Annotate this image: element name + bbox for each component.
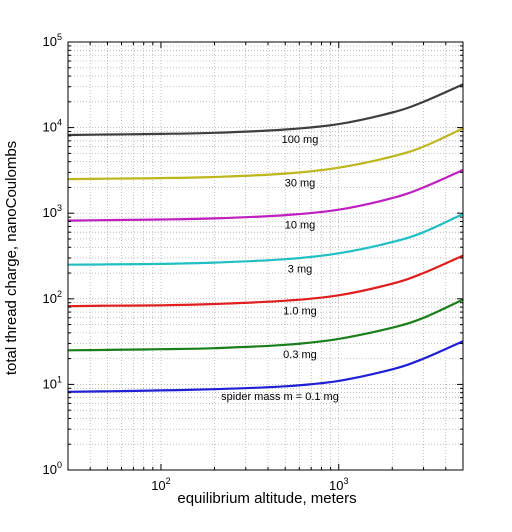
y-tick-label: 100 — [43, 460, 62, 477]
plot-area-frame — [67, 41, 464, 471]
series-label: 3 mg — [288, 263, 312, 275]
series-label: 30 mg — [285, 178, 316, 190]
series-line — [67, 83, 464, 137]
grid — [67, 42, 464, 470]
y-tick-label: 104 — [43, 118, 62, 135]
y-tick-label: 101 — [43, 374, 62, 391]
axis-ticks — [67, 41, 464, 471]
series-line — [67, 254, 464, 308]
y-tick-label: 105 — [43, 32, 62, 49]
series-label: 0.3 mg — [283, 349, 317, 361]
series-line — [67, 212, 464, 266]
series-labels: spider mass m = 0.1 mg 0.3 mg 1.0 mg 3 mg 10… — [221, 134, 339, 403]
series-label: 10 mg — [285, 220, 316, 232]
y-axis-label: total thread charge, nanoCoulombs — [3, 141, 20, 375]
series-line — [67, 168, 464, 222]
y-tick-label: 102 — [43, 289, 62, 306]
series-label: 100 mg — [282, 134, 319, 146]
x-axis-label: equilibrium altitude, meters — [177, 490, 356, 507]
axis-tick-labels: 102 103 100 101 102 103 104 105 — [43, 32, 349, 493]
series-label: 1.0 mg — [283, 305, 317, 317]
series-group — [67, 83, 464, 393]
x-tick-label: 103 — [329, 476, 348, 493]
y-tick-label: 103 — [43, 203, 62, 220]
series-line — [67, 298, 464, 352]
x-tick-label: 102 — [151, 476, 170, 493]
series-label: spider mass m = 0.1 mg — [221, 391, 339, 403]
series-line — [67, 340, 464, 393]
series-line — [67, 127, 464, 181]
